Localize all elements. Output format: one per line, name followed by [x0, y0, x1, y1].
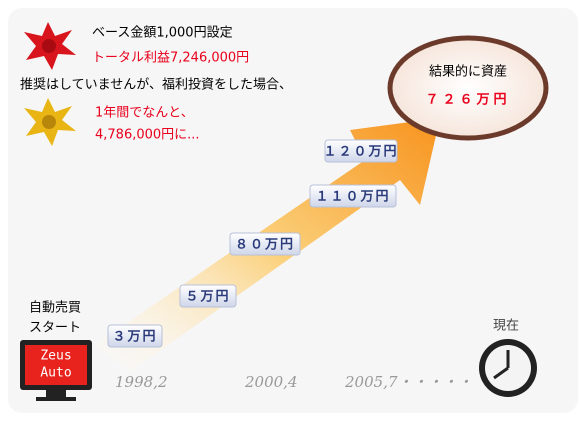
date-label: 1998,2 — [115, 373, 168, 391]
step-box — [324, 139, 398, 163]
step-label: １１０万円 — [315, 190, 390, 205]
date-label: 2000,4 — [244, 373, 298, 391]
base-text: ベース金額1,000円設定 — [92, 26, 233, 41]
start-text: スタート — [29, 321, 81, 336]
date-label: 2005,7・・・・・ — [344, 373, 473, 391]
start-text: 自動売買 — [29, 300, 81, 316]
step-label: １２０万円 — [323, 145, 398, 160]
logo-text: Auto — [40, 366, 71, 381]
step-box — [179, 284, 237, 308]
result-amount: ７２６万円 — [425, 93, 510, 108]
note-text: 推奨はしていませんが、福利投資をした場合、 — [20, 77, 292, 93]
step-box — [229, 232, 301, 256]
gold-bow — [24, 98, 76, 146]
step-label: ５万円 — [185, 290, 230, 305]
now-label: 現在 — [493, 319, 519, 334]
monitor — [20, 340, 92, 401]
logo-text: Zeus — [40, 349, 71, 364]
result-ellipse — [387, 35, 549, 141]
step-label: ３万円 — [112, 330, 157, 345]
step-box — [309, 184, 397, 208]
step-label: ８０万円 — [235, 238, 295, 253]
red-bow — [24, 22, 76, 70]
year-text: 1年間でなんと、 — [95, 106, 194, 121]
profit-text: トータル利益7,246,000円 — [92, 51, 249, 66]
result-label: 結果的に資産 — [429, 64, 507, 80]
step-box — [107, 324, 163, 348]
year-text: 4,786,000円に... — [95, 128, 200, 143]
clock — [479, 339, 537, 397]
